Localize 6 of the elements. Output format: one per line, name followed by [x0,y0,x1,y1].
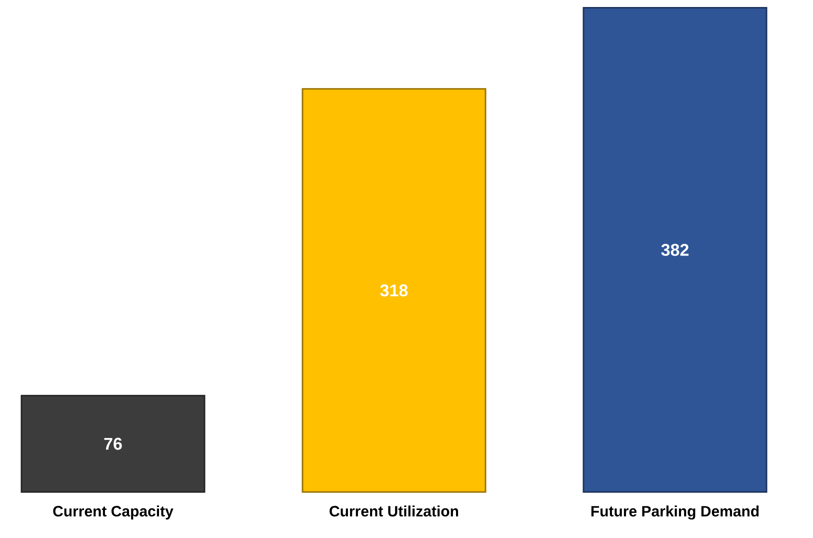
x-tick-label: Current Utilization [330,506,458,517]
data-label: 318 [380,284,408,296]
x-tick-label: Future Parking Demand [591,506,759,520]
data-label: 76 [104,438,122,450]
x-tick-label: Current Capacity [53,506,174,520]
data-label: 382 [661,244,689,256]
